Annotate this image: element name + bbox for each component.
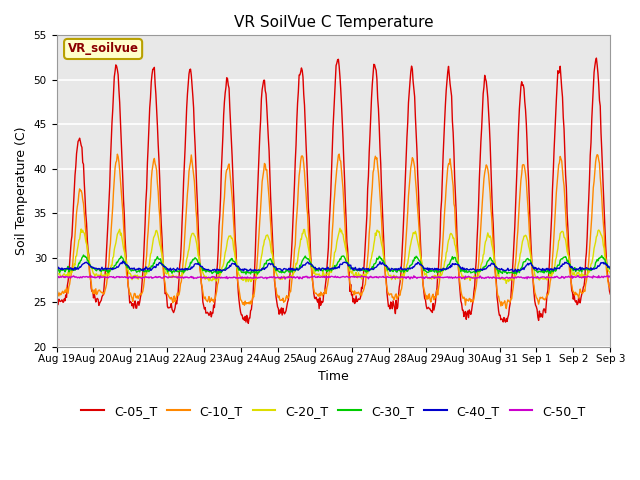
C-20_T [120, 245, 127, 251]
Line: C-30_T: C-30_T [56, 255, 611, 274]
C-40_T [120, 260, 128, 265]
C-05_T [418, 264, 426, 269]
Line: C-10_T: C-10_T [56, 154, 611, 309]
C-05_T [593, 55, 600, 61]
C-20_T [418, 257, 426, 263]
C-10_T [502, 306, 510, 312]
C-20_T [52, 272, 60, 278]
C-05_T [52, 295, 60, 301]
C-40_T [418, 263, 426, 268]
C-30_T [607, 266, 614, 272]
C-20_T [176, 274, 184, 279]
C-40_T [607, 265, 614, 271]
C-50_T [205, 275, 213, 280]
C-30_T [419, 264, 426, 269]
C-40_T [63, 265, 70, 271]
C-10_T [418, 269, 426, 275]
C-10_T [52, 288, 60, 294]
Line: C-20_T: C-20_T [56, 228, 611, 283]
C-20_T [502, 280, 510, 286]
C-05_T [205, 312, 213, 318]
C-50_T [176, 275, 184, 281]
C-30_T [52, 268, 60, 274]
C-10_T [607, 287, 614, 292]
C-20_T [336, 226, 344, 231]
C-10_T [335, 151, 343, 157]
C-20_T [401, 268, 409, 274]
C-50_T [401, 274, 408, 280]
Title: VR SoilVue C Temperature: VR SoilVue C Temperature [234, 15, 433, 30]
C-30_T [403, 266, 410, 272]
C-10_T [63, 285, 70, 291]
C-20_T [205, 278, 213, 284]
C-50_T [52, 274, 60, 280]
C-05_T [401, 174, 409, 180]
C-40_T [52, 266, 60, 272]
C-10_T [120, 222, 127, 228]
C-30_T [206, 269, 214, 275]
Text: VR_soilvue: VR_soilvue [68, 42, 139, 56]
C-30_T [79, 252, 87, 258]
C-40_T [206, 267, 214, 273]
C-05_T [607, 291, 614, 297]
Y-axis label: Soil Temperature (C): Soil Temperature (C) [15, 127, 28, 255]
C-05_T [244, 321, 252, 326]
C-05_T [176, 262, 184, 267]
X-axis label: Time: Time [318, 370, 349, 383]
C-50_T [418, 275, 426, 280]
C-10_T [205, 294, 213, 300]
Line: C-05_T: C-05_T [56, 58, 611, 324]
C-50_T [607, 274, 614, 280]
C-10_T [401, 246, 409, 252]
C-05_T [120, 197, 127, 203]
C-40_T [177, 266, 184, 272]
Line: C-50_T: C-50_T [56, 276, 611, 279]
C-40_T [401, 266, 409, 272]
C-40_T [119, 258, 127, 264]
C-50_T [120, 275, 127, 280]
C-05_T [63, 295, 70, 300]
C-20_T [63, 272, 70, 277]
C-10_T [176, 288, 184, 294]
C-50_T [574, 273, 582, 278]
C-20_T [607, 271, 614, 276]
Line: C-40_T: C-40_T [56, 261, 611, 272]
C-30_T [120, 259, 128, 265]
Legend: C-05_T, C-10_T, C-20_T, C-30_T, C-40_T, C-50_T: C-05_T, C-10_T, C-20_T, C-30_T, C-40_T, … [76, 400, 590, 423]
C-30_T [177, 268, 184, 274]
C-30_T [63, 267, 70, 273]
C-50_T [406, 276, 414, 282]
C-30_T [242, 271, 250, 277]
C-40_T [513, 269, 521, 275]
C-50_T [63, 274, 70, 280]
